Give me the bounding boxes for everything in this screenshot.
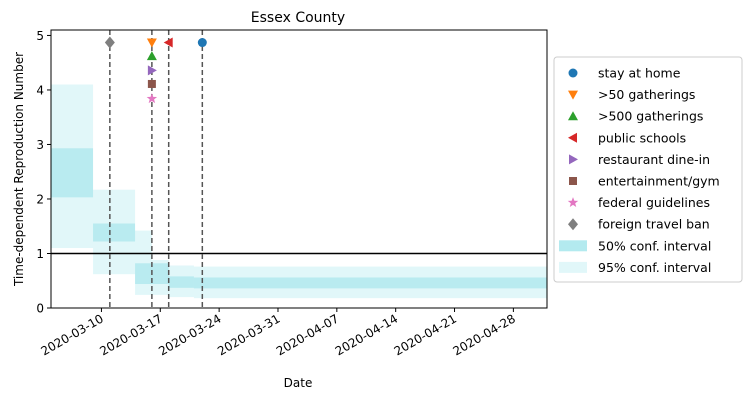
legend-swatch-8 — [559, 240, 587, 252]
conf95-band-3 — [151, 260, 169, 295]
x-tick-label-3: 2020-03-31 — [215, 311, 282, 358]
legend-label-7: foreign travel ban — [598, 217, 710, 232]
conf50-band-0 — [51, 148, 94, 198]
y-tick-label-2: 2 — [36, 192, 44, 206]
chart-title: Essex County — [251, 10, 345, 26]
legend-marker-0 — [568, 68, 578, 78]
x-tick-label-1: 2020-03-17 — [97, 311, 164, 358]
conf95-band-2 — [135, 230, 152, 295]
y-tick-label-1: 1 — [36, 247, 44, 261]
axes-frame — [50, 29, 548, 309]
intervention-marker-7 — [104, 36, 115, 49]
y-tick-label-3: 3 — [36, 138, 44, 152]
y-tick-label-0: 0 — [36, 302, 44, 316]
legend-marker-3 — [568, 132, 577, 143]
legend-label-0: stay at home — [598, 66, 681, 81]
legend-label-3: public schools — [598, 130, 686, 145]
legend-marker-5 — [569, 177, 577, 185]
legend-label-1: >50 gatherings — [598, 87, 695, 102]
legend-label-4: restaurant dine-in — [598, 152, 710, 167]
x-tick-label-2: 2020-03-24 — [156, 311, 223, 358]
x-tick-label-7: 2020-04-28 — [450, 311, 517, 358]
conf50-band-3 — [168, 276, 194, 288]
y-axis-label: Time-dependent Reproduction Number — [12, 52, 26, 287]
legend-swatch-9 — [559, 261, 587, 273]
conf50-band-4 — [193, 277, 547, 289]
conf95-band-4 — [168, 265, 194, 298]
legend-label-2: >500 gatherings — [598, 109, 703, 124]
intervention-marker-5 — [147, 79, 156, 88]
conf95-band-0 — [51, 84, 94, 249]
x-tick-label-6: 2020-04-21 — [392, 311, 459, 358]
legend-label-8: 50% conf. interval — [598, 238, 711, 253]
legend-marker-4 — [569, 154, 578, 165]
conf95-band-1 — [93, 189, 136, 275]
intervention-marker-6 — [146, 93, 158, 104]
intervention-marker-1 — [146, 38, 157, 48]
legend-marker-1 — [568, 90, 578, 100]
conf95-band-5 — [193, 266, 547, 299]
legend-marker-7 — [568, 218, 578, 231]
intervention-marker-0 — [197, 38, 207, 48]
conf50-band-1 — [93, 223, 136, 242]
plot-inner — [51, 30, 547, 308]
intervention-marker-2 — [146, 51, 157, 61]
x-tick-label-0: 2020-03-10 — [38, 311, 105, 358]
y-tick-label-5: 5 — [36, 29, 44, 43]
intervention-marker-3 — [163, 37, 173, 48]
legend: stay at home >50 gatherings >500 gathering… — [553, 56, 743, 283]
legend-label-5: entertainment/gym — [598, 174, 720, 189]
x-tick-label-4: 2020-04-07 — [274, 311, 341, 358]
legend-label-6: federal guidelines — [598, 195, 710, 210]
legend-label-9: 95% conf. interval — [598, 260, 711, 275]
legend-marker-2 — [568, 111, 578, 121]
intervention-marker-4 — [147, 65, 157, 76]
plot-area: 0123452020-03-102020-03-172020-03-242020… — [36, 29, 548, 358]
x-tick-label-5: 2020-04-14 — [333, 311, 400, 358]
legend-frame — [553, 56, 743, 283]
x-axis-label: Date — [284, 376, 313, 390]
legend-marker-6 — [567, 197, 579, 208]
y-tick-label-4: 4 — [36, 83, 44, 97]
